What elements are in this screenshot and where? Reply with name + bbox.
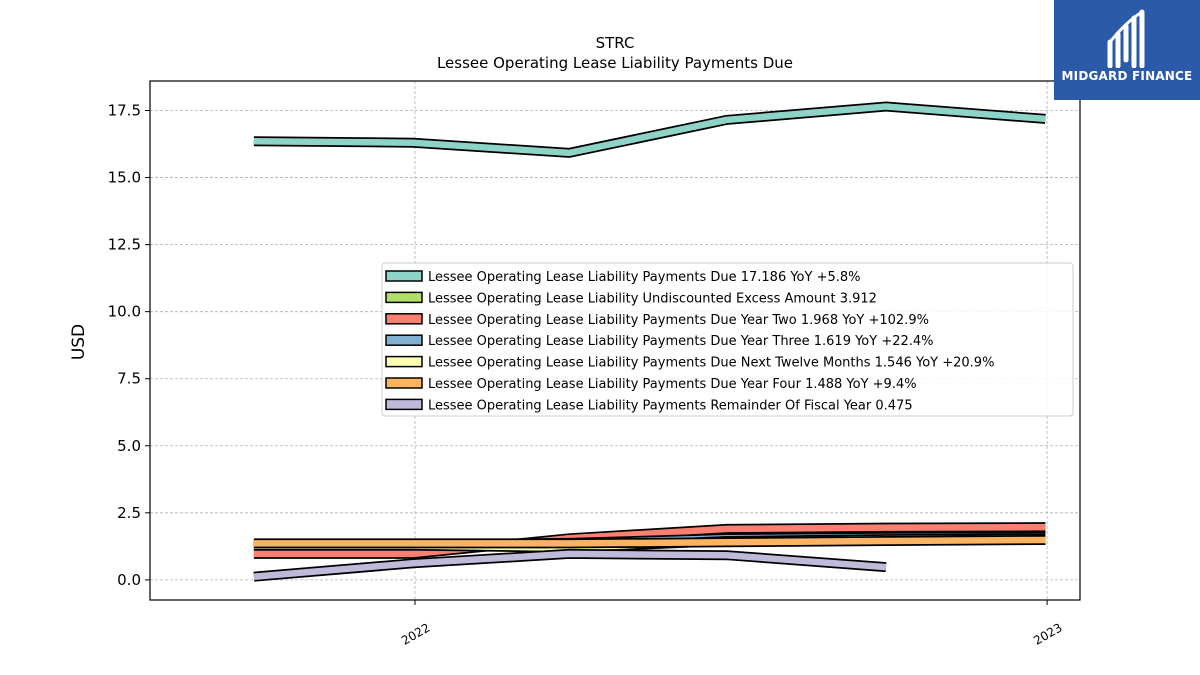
legend: Lessee Operating Lease Liability Payment… bbox=[381, 262, 1074, 417]
brand-logo: MIDGARD FINANCE bbox=[1054, 0, 1200, 100]
legend-swatch bbox=[385, 334, 423, 346]
x-axis: 2022 2023 bbox=[399, 600, 1065, 648]
y-axis-label: USD bbox=[69, 324, 89, 360]
y-tick-label: 0.0 bbox=[117, 571, 141, 589]
legend-swatch bbox=[385, 355, 423, 368]
x-tick-label: 2022 bbox=[399, 620, 432, 647]
series-outline bbox=[253, 101, 1046, 158]
legend-entry: Lessee Operating Lease Liability Payment… bbox=[428, 356, 994, 371]
series-group bbox=[253, 101, 1046, 582]
chart-title: STRC bbox=[596, 34, 635, 52]
series-line bbox=[253, 550, 887, 580]
legend-entry: Lessee Operating Lease Liability Undisco… bbox=[428, 291, 877, 306]
brand-mark-icon bbox=[1107, 9, 1145, 68]
series-line bbox=[253, 523, 1046, 558]
y-axis: 0.0 2.5 5.0 7.5 10.0 12.5 15.0 17.5 bbox=[108, 102, 150, 589]
legend-entry: Lessee Operating Lease Liability Payment… bbox=[428, 377, 917, 392]
y-tick-label: 15.0 bbox=[108, 169, 141, 187]
legend-swatch bbox=[385, 377, 423, 389]
chart-subtitle: Lessee Operating Lease Liability Payment… bbox=[437, 54, 793, 72]
legend-frame bbox=[381, 262, 1074, 417]
y-tick-label: 5.0 bbox=[117, 437, 141, 455]
legend-entry: Lessee Operating Lease Liability Payment… bbox=[428, 334, 934, 349]
series-line bbox=[253, 103, 1046, 157]
legend-swatch bbox=[385, 313, 423, 325]
legend-swatch bbox=[385, 291, 423, 304]
y-tick-label: 10.0 bbox=[108, 303, 141, 321]
y-tick-label: 12.5 bbox=[108, 236, 141, 254]
x-tick-label: 2023 bbox=[1031, 620, 1064, 647]
legend-entry: Lessee Operating Lease Liability Payment… bbox=[428, 313, 929, 328]
legend-entry: Lessee Operating Lease Liability Payment… bbox=[428, 398, 913, 413]
y-tick-label: 7.5 bbox=[117, 370, 141, 388]
y-tick-label: 2.5 bbox=[117, 504, 141, 522]
legend-swatch bbox=[385, 270, 423, 282]
series-line bbox=[253, 536, 1046, 547]
plot-frame bbox=[149, 80, 1081, 601]
legend-swatch bbox=[385, 398, 423, 411]
legend-entry: Lessee Operating Lease Liability Payment… bbox=[428, 270, 861, 285]
y-tick-label: 17.5 bbox=[108, 102, 141, 120]
brand-name: MIDGARD FINANCE bbox=[1061, 69, 1193, 83]
